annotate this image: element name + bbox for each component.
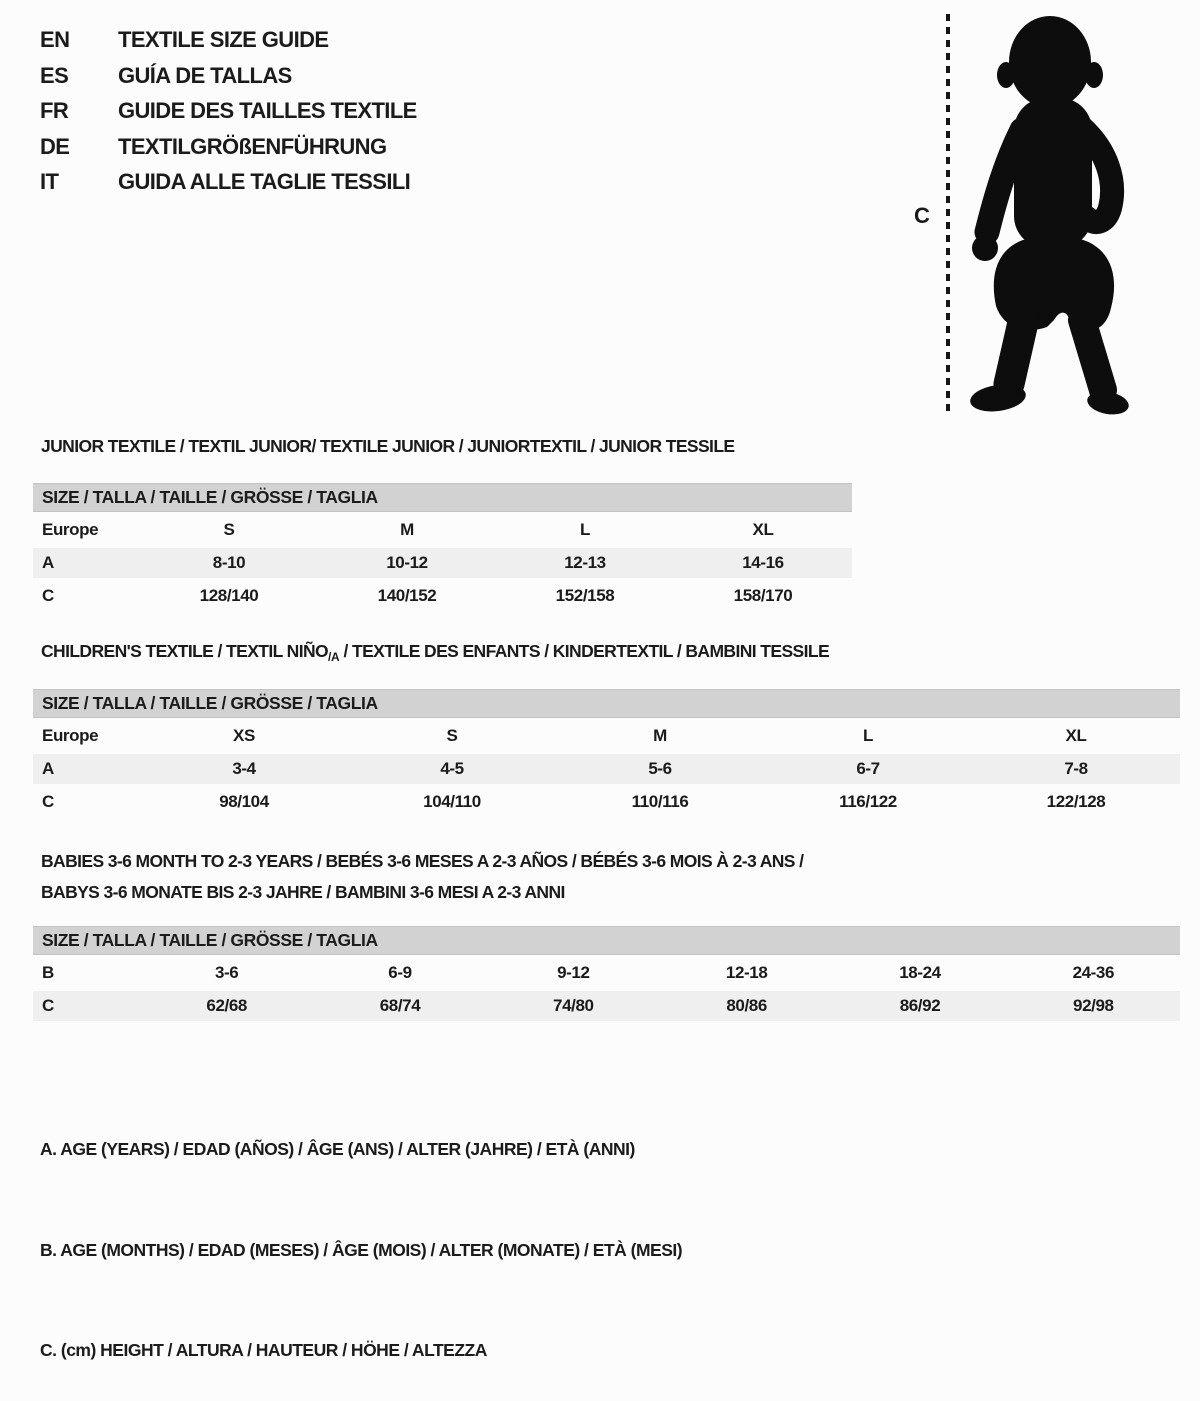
table-cell: 12-13 — [564, 553, 606, 572]
table-cell: 140/152 — [377, 586, 437, 605]
table-cell: 98/104 — [219, 792, 269, 811]
table-cell: 110/116 — [631, 792, 689, 811]
junior-size-table: SIZE / TALLA / TAILLE / GRÖSSE / TAGLIA … — [33, 483, 852, 611]
height-measure-line — [946, 14, 950, 414]
table-cell: A — [42, 759, 54, 778]
language-code: ES — [40, 62, 69, 88]
table-cell: 80/86 — [726, 996, 767, 1015]
table-cell: L — [863, 726, 873, 745]
language-title: TEXTILGRÖßENFÜHRUNG — [118, 133, 387, 159]
table-cell: Europe — [42, 520, 99, 539]
children-title-part: / TEXTILE DES ENFANTS / KINDERTEXTIL / B… — [339, 641, 830, 661]
language-row: DE TEXTILGRÖßENFÜHRUNG — [40, 129, 417, 165]
table-row: Europe S M L XL — [33, 515, 852, 545]
toddler-silhouette-image — [970, 16, 1129, 415]
legend-line-b: B. AGE (MONTHS) / EDAD (MESES) / ÂGE (MO… — [40, 1239, 683, 1260]
table-cell: 3-4 — [232, 759, 256, 778]
table-row: A 8-10 10-12 12-13 14-16 — [33, 548, 852, 578]
table-cell: 9-12 — [557, 963, 590, 982]
language-code: IT — [40, 169, 59, 194]
language-code: FR — [40, 98, 69, 123]
table-cell: XS — [233, 726, 255, 745]
table-cell: 74/80 — [553, 996, 594, 1015]
language-row: EN TEXTILE SIZE GUIDE — [40, 22, 417, 58]
height-label: C — [914, 203, 930, 228]
table-cell: 4-5 — [440, 759, 464, 778]
table-cell: 14-16 — [742, 553, 784, 572]
babies-size-table: SIZE / TALLA / TAILLE / GRÖSSE / TAGLIA … — [33, 926, 1180, 1021]
height-figure: C — [900, 0, 1200, 430]
table-cell: 104/110 — [423, 792, 481, 811]
table-cell: C — [42, 792, 54, 811]
table-cell: 7-8 — [1064, 759, 1088, 778]
language-title-list: EN TEXTILE SIZE GUIDE ES GUÍA DE TALLAS FR… — [40, 22, 417, 200]
children-title-part: CHILDREN'S TEXTILE / TEXTIL NIÑO — [41, 641, 329, 661]
table-row: C 98/104 104/110 110/116 116/122 122/128 — [33, 787, 1180, 817]
table-cell: 128/140 — [199, 586, 259, 605]
table-cell: 86/92 — [899, 996, 941, 1015]
table-row: C 62/68 68/74 74/80 80/86 86/92 92/98 — [33, 991, 1180, 1021]
table-cell: XL — [752, 520, 774, 539]
table-row: Europe XS S M L XL — [33, 721, 1180, 751]
table-cell: 24-36 — [1072, 963, 1115, 982]
language-title: GUIDE DES TAILLES TEXTILE — [118, 98, 417, 123]
table-cell: 10-12 — [386, 553, 428, 572]
children-size-table: SIZE / TALLA / TAILLE / GRÖSSE / TAGLIA … — [33, 689, 1180, 817]
table-cell: 6-7 — [856, 759, 880, 778]
children-section-title: CHILDREN'S TEXTILE / TEXTIL NIÑO/A / TEX… — [41, 641, 830, 664]
table-cell: 6-9 — [388, 963, 412, 982]
size-header-band: SIZE / TALLA / TAILLE / GRÖSSE / TAGLIA — [33, 926, 1180, 955]
table-cell: 152/158 — [555, 586, 615, 605]
table-row: B 3-6 6-9 9-12 12-18 18-24 24-36 — [33, 958, 1180, 988]
table-cell: S — [223, 520, 235, 539]
size-header-band: SIZE / TALLA / TAILLE / GRÖSSE / TAGLIA — [33, 689, 1180, 718]
table-cell: L — [580, 520, 590, 539]
legend: A. AGE (YEARS) / EDAD (AÑOS) / ÂGE (ANS)… — [40, 1066, 683, 1401]
table-cell: M — [400, 520, 414, 539]
table-cell: 12-18 — [725, 963, 768, 982]
children-title-subscript: /A — [328, 650, 340, 664]
language-code: EN — [40, 27, 70, 52]
babies-section-title: BABIES 3-6 MONTH TO 2-3 YEARS / BEBÉS 3-… — [41, 846, 804, 908]
table-cell: 116/122 — [839, 792, 897, 811]
table-cell: 158/170 — [733, 586, 793, 605]
table-row: C 128/140 140/152 152/158 158/170 — [33, 581, 852, 611]
table-cell: C — [42, 996, 54, 1015]
table-cell: 5-6 — [648, 759, 672, 778]
language-code: DE — [40, 133, 70, 159]
table-cell: A — [42, 553, 54, 572]
table-cell: M — [653, 726, 667, 745]
language-row: FR GUIDE DES TAILLES TEXTILE — [40, 93, 417, 129]
table-cell: C — [42, 586, 54, 605]
table-cell: 8-10 — [212, 553, 246, 572]
table-cell: 62/68 — [206, 996, 247, 1015]
legend-line-c: C. (cm) HEIGHT / ALTURA / HAUTEUR / HÖHE… — [40, 1340, 487, 1360]
table-cell: 18-24 — [899, 963, 941, 982]
table-cell: 3-6 — [214, 963, 239, 982]
table-cell: 68/74 — [379, 996, 421, 1015]
table-cell: 122/128 — [1046, 792, 1106, 811]
table-cell: B — [42, 963, 54, 982]
table-cell: S — [446, 726, 458, 745]
junior-section-title: JUNIOR TEXTILE / TEXTIL JUNIOR/ TEXTILE … — [41, 436, 735, 456]
babies-title-line1: BABIES 3-6 MONTH TO 2-3 YEARS / BEBÉS 3-… — [41, 851, 804, 871]
language-title: TEXTILE SIZE GUIDE — [118, 27, 329, 52]
language-row: ES GUÍA DE TALLAS — [40, 58, 417, 94]
babies-title-line2: BABYS 3-6 MONATE BIS 2-3 JAHRE / BAMBINI… — [41, 882, 565, 902]
table-cell: 92/98 — [1073, 996, 1114, 1015]
language-title: GUIDA ALLE TAGLIE TESSILI — [118, 169, 411, 194]
language-row: IT GUIDA ALLE TAGLIE TESSILI — [40, 164, 417, 200]
table-cell: Europe — [42, 726, 99, 745]
legend-line-a: A. AGE (YEARS) / EDAD (AÑOS) / ÂGE (ANS)… — [40, 1139, 635, 1159]
table-row: A 3-4 4-5 5-6 6-7 7-8 — [33, 754, 1180, 784]
size-header-band: SIZE / TALLA / TAILLE / GRÖSSE / TAGLIA — [33, 483, 852, 512]
textile-size-guide: { "colors": { "background": "#fcfcfc", "… — [33, 0, 1200, 1360]
table-cell: XL — [1065, 726, 1087, 745]
language-title: GUÍA DE TALLAS — [118, 62, 292, 88]
